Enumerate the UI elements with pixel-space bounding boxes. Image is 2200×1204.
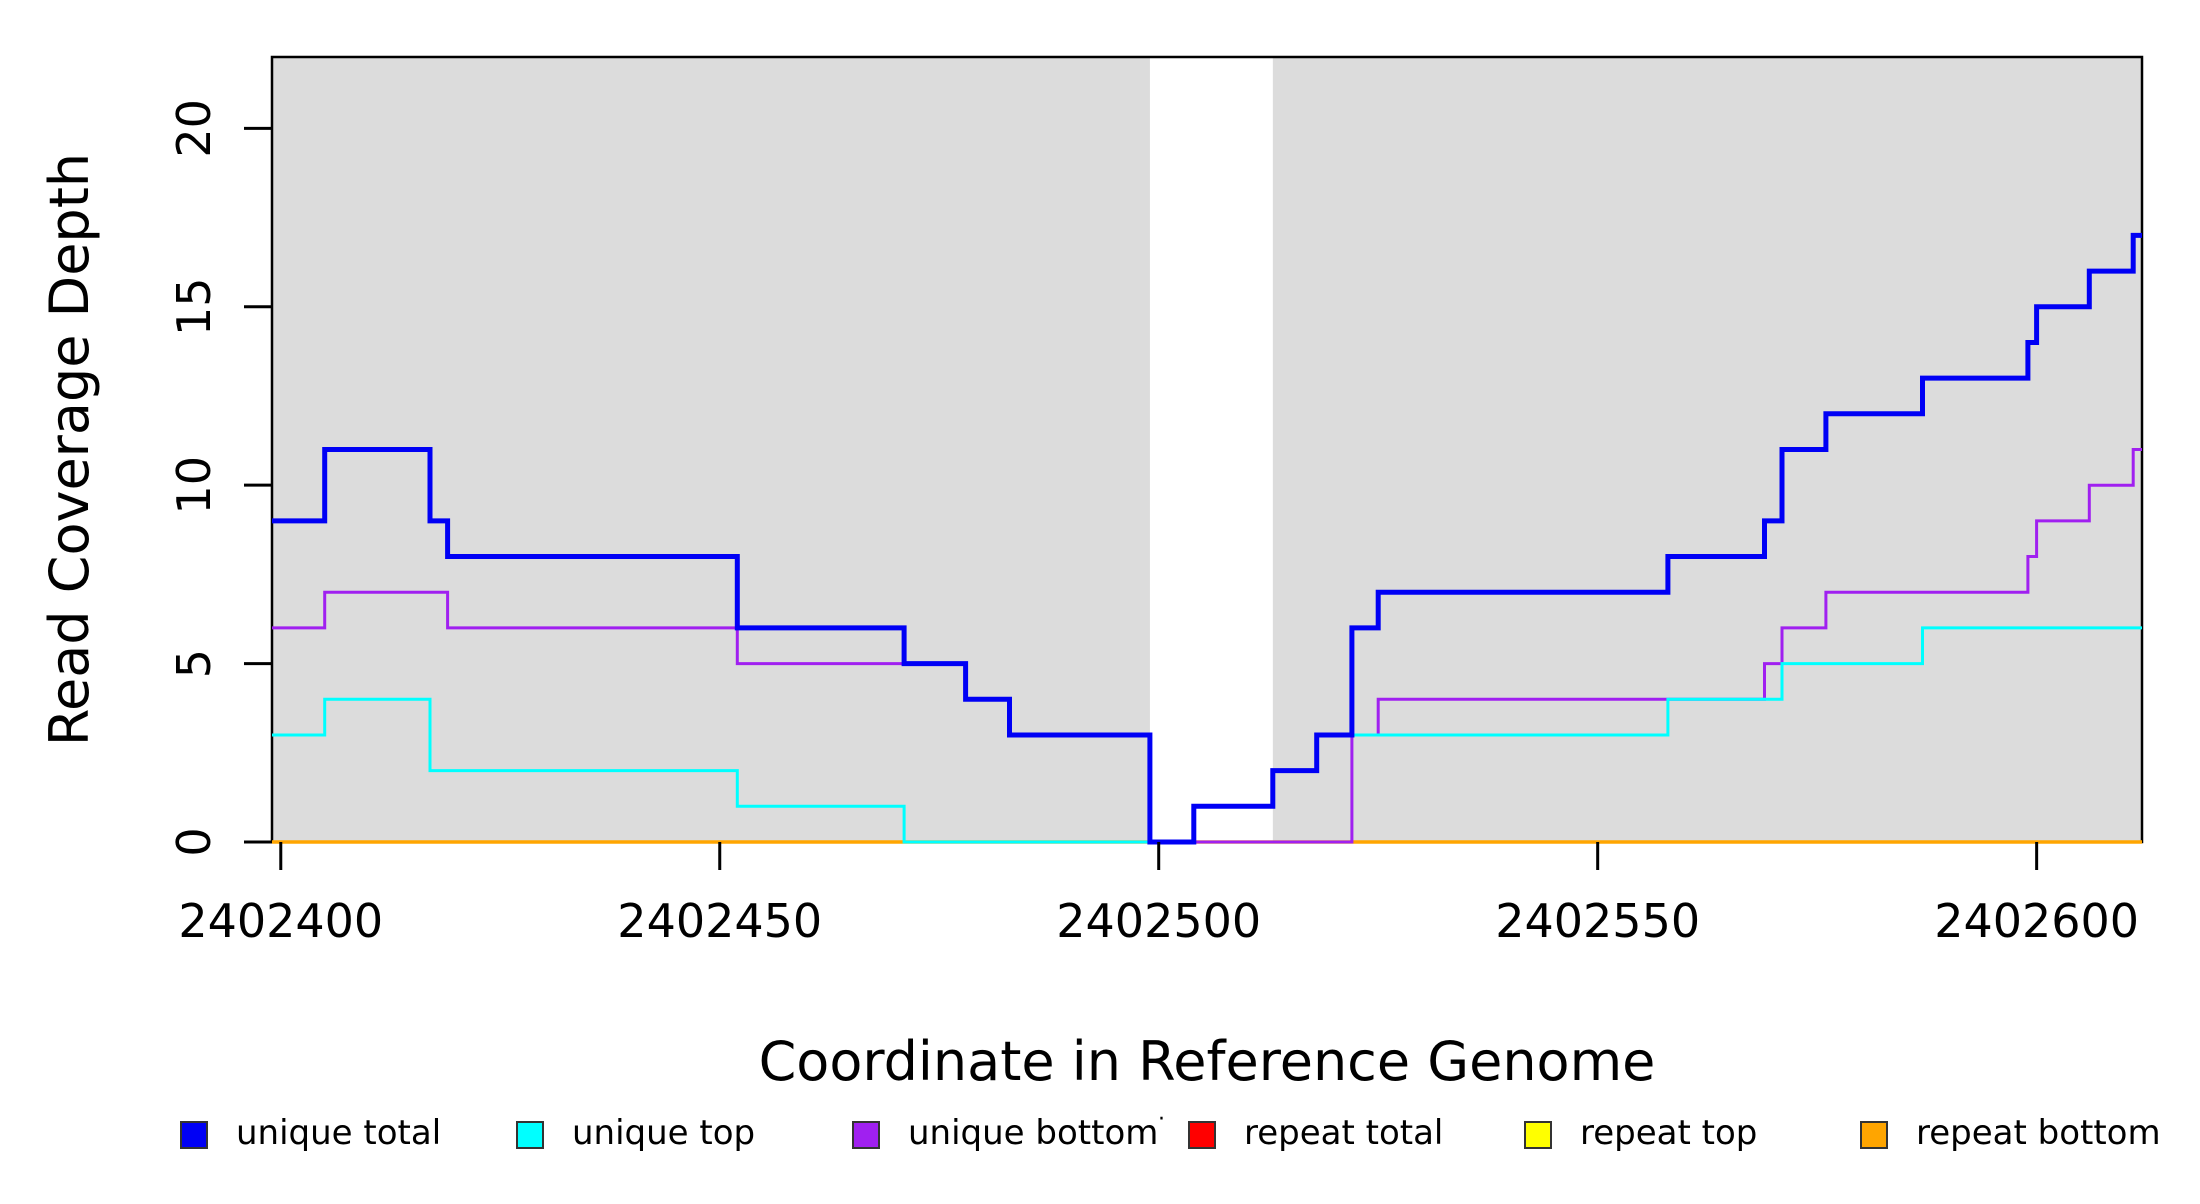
legend: unique total unique top unique bottom repea…	[180, 1113, 2161, 1153]
legend-label: unique total	[236, 1113, 441, 1153]
legend-item-repeat-top: repeat top	[1524, 1113, 1757, 1153]
series-line-unique-bottom	[272, 448, 2142, 844]
legend-swatch-unique-bottom	[852, 1121, 880, 1149]
x-tick-label: 2402500	[1056, 894, 1261, 948]
x-tick-label: 2402450	[617, 894, 822, 948]
x-tick-label: 2402550	[1495, 894, 1700, 948]
legend-swatch-repeat-total	[1188, 1121, 1216, 1149]
legend-label: repeat bottom	[1916, 1113, 2161, 1153]
legend-item-unique-total: unique total	[180, 1113, 441, 1153]
legend-swatch-unique-total	[180, 1121, 208, 1149]
y-tick-label: 15	[167, 277, 221, 336]
legend-label: repeat total	[1244, 1113, 1443, 1153]
legend-label: repeat top	[1580, 1113, 1757, 1153]
x-tick-label: 2402600	[1934, 894, 2139, 948]
y-tick-label: 0	[167, 827, 221, 856]
legend-item-unique-top: unique top	[516, 1113, 755, 1153]
legend-item-unique-bottom: unique bottom	[852, 1113, 1158, 1153]
legend-item-repeat-bottom: repeat bottom	[1860, 1113, 2161, 1153]
y-tick-label: 10	[167, 456, 221, 515]
shaded-region-right	[1272, 57, 2142, 842]
y-tick-label: 20	[167, 99, 221, 158]
x-axis-title: Coordinate in Reference Genome	[759, 1030, 1656, 1093]
legend-label: unique top	[572, 1113, 755, 1153]
series-line-unique-total	[272, 232, 2142, 845]
legend-item-repeat-total: repeat total	[1188, 1113, 1443, 1153]
y-tick-label: 5	[167, 649, 221, 678]
legend-swatch-repeat-bottom	[1860, 1121, 1888, 1149]
x-tick-label: 2402400	[178, 894, 383, 948]
y-axis-title: Read Coverage Depth	[38, 153, 101, 746]
legend-label: unique bottom	[908, 1113, 1158, 1153]
legend-swatch-repeat-top	[1524, 1121, 1552, 1149]
legend-swatch-unique-top	[516, 1121, 544, 1149]
stray-mark-artifact: ·	[1158, 1107, 1165, 1132]
